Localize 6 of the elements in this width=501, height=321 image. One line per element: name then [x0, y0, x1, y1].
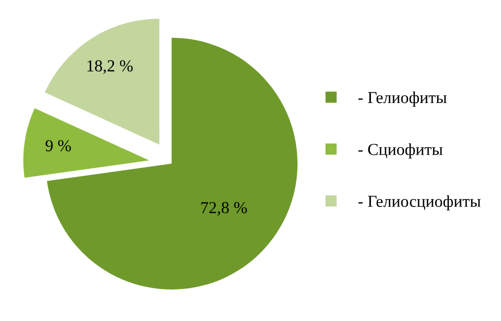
data-label: 18,2 % — [87, 60, 133, 74]
legend-label: - Гелиосциофиты — [358, 195, 481, 210]
legend-label: - Сциофиты — [358, 143, 443, 158]
legend-label: - Гелиофиты — [358, 91, 447, 107]
data-label: 72,8 % — [201, 202, 247, 216]
data-label: 9 % — [46, 140, 71, 152]
